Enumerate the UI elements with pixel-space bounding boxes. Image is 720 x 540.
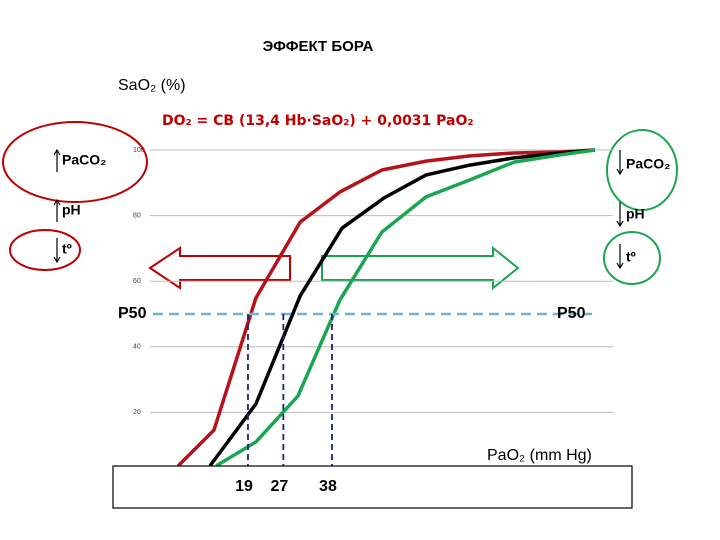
- curve: [208, 148, 596, 467]
- y-tick-label: 80: [133, 212, 141, 219]
- curve: [176, 148, 596, 468]
- p50-value: 19: [235, 478, 253, 495]
- p50-label: P50: [118, 305, 147, 322]
- factor-label: pH: [626, 206, 645, 222]
- y-tick-label: 100: [133, 147, 145, 154]
- small-arrows: [53, 148, 624, 270]
- ellipse: [603, 231, 661, 285]
- x-axis-box: [112, 465, 633, 509]
- factor-label: tº: [626, 249, 636, 265]
- factor-label: PaCO₂: [626, 156, 670, 172]
- annotations: P50 P50 19 27 38: [118, 305, 586, 495]
- factor-label: PaCO₂: [62, 152, 106, 168]
- y-tick-label: 20: [133, 409, 141, 416]
- formula: DO₂ = CB (13,4 Hb·SaO₂) + 0,0031 PaO₂: [162, 113, 474, 129]
- p50-value: 27: [270, 478, 288, 495]
- ellipse: [2, 121, 148, 203]
- curve: [215, 148, 596, 468]
- ellipse: [606, 129, 678, 211]
- p50-value: 38: [319, 478, 337, 495]
- factor-label: pH: [62, 202, 81, 218]
- p50-label: P50: [557, 305, 586, 322]
- y-tick-label: 60: [133, 278, 141, 285]
- y-axis-label: SaO₂ (%): [118, 77, 186, 94]
- factor-label: tº: [62, 241, 72, 257]
- ellipse: [9, 229, 81, 271]
- left-shift-arrow: [148, 246, 291, 290]
- plot: 20 40 60 80 100: [133, 147, 613, 468]
- chart-title: ЭФФЕКТ БОРА: [263, 38, 374, 55]
- x-axis-label: PaO₂ (mm Hg): [487, 447, 592, 464]
- right-shift-arrow: [321, 245, 520, 291]
- y-tick-label: 40: [133, 344, 141, 351]
